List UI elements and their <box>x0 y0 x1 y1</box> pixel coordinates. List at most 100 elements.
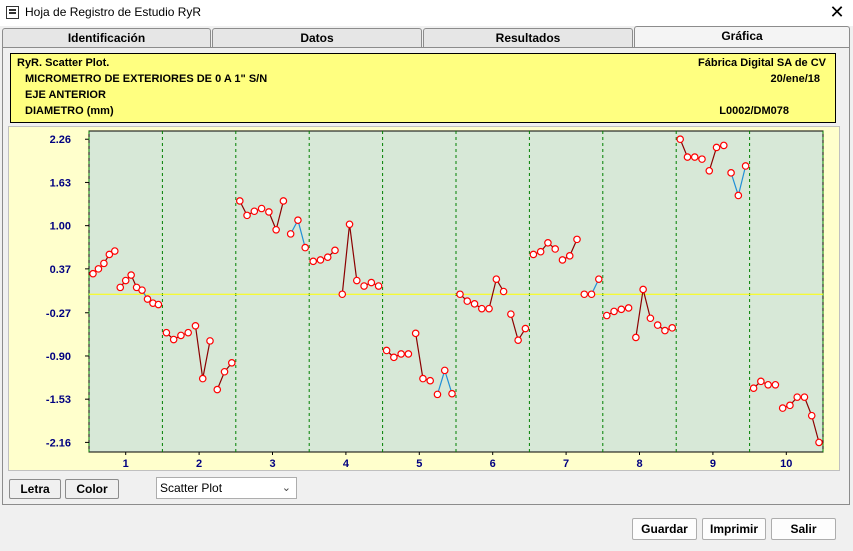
data-point <box>800 393 809 401</box>
part-name: EJE ANTERIOR <box>25 89 106 101</box>
company-name: Fábrica Digital SA de CV <box>698 57 826 69</box>
data-point <box>121 276 130 285</box>
series-line <box>239 200 262 217</box>
data-point <box>499 287 508 296</box>
data-point <box>309 257 318 266</box>
data-point <box>279 197 288 205</box>
chart-area: 2.26 1.63 1.00 0.37 -0.27 -0.90 -1.53 -2.16 1 2 3 4… <box>8 126 840 471</box>
data-point <box>536 247 545 256</box>
data-point <box>397 350 405 358</box>
data-point <box>741 162 750 170</box>
y-tick-label: -0.90 <box>46 351 71 363</box>
data-point <box>653 321 662 329</box>
data-point <box>661 326 669 335</box>
data-point <box>213 385 222 394</box>
x-tick-label: 7 <box>563 458 569 470</box>
plot-type-select[interactable]: Scatter Plot ⌄ <box>156 477 297 499</box>
salir-button[interactable]: Salir <box>771 518 836 540</box>
data-point <box>138 286 146 294</box>
data-point <box>89 269 97 278</box>
data-point <box>162 328 171 337</box>
instrument-label: MICROMETRO DE EXTERIORES DE 0 A 1" S/N <box>25 73 268 85</box>
data-point <box>169 335 178 344</box>
y-tick-label: 2.26 <box>50 134 71 146</box>
data-point <box>426 376 435 385</box>
tab-identificacion[interactable]: Identificación <box>2 28 211 48</box>
data-point <box>411 329 420 338</box>
plot-background <box>88 130 824 453</box>
plot-type-value: Scatter Plot <box>160 481 223 495</box>
data-point <box>807 411 816 420</box>
guardar-button[interactable]: Guardar <box>632 518 697 540</box>
tab-resultados[interactable]: Resultados <box>423 28 633 48</box>
characteristic-label: DIAMETRO (mm) <box>25 105 114 117</box>
x-tick-label: 8 <box>636 458 642 470</box>
series-line <box>459 293 483 310</box>
data-point <box>764 380 772 389</box>
data-point <box>433 390 442 399</box>
data-point <box>734 191 743 200</box>
data-point <box>440 366 449 375</box>
document-icon <box>6 6 19 19</box>
tab-datos[interactable]: Datos <box>212 28 422 48</box>
data-point <box>676 135 685 144</box>
y-tick-label: -0.27 <box>46 308 71 320</box>
color-button[interactable]: Color <box>65 479 119 499</box>
data-point <box>778 404 787 412</box>
series-line <box>119 273 138 288</box>
data-point <box>177 331 185 340</box>
data-point <box>265 208 273 216</box>
data-point <box>712 143 721 152</box>
y-tick-label: 1.00 <box>50 221 71 233</box>
data-point <box>558 256 567 264</box>
data-point <box>184 328 193 337</box>
x-tick-label: 5 <box>416 458 422 470</box>
close-icon[interactable]: ✕ <box>829 2 845 22</box>
data-point <box>105 250 114 259</box>
chart-title: RyR. Scatter Plot. <box>17 57 110 69</box>
data-point <box>360 282 368 290</box>
data-point <box>485 304 493 313</box>
data-point <box>815 438 823 447</box>
data-point <box>749 384 758 393</box>
data-point <box>191 321 200 330</box>
data-point <box>228 359 236 367</box>
x-tick-label: 4 <box>343 458 350 470</box>
data-point <box>154 300 163 309</box>
window-title: Hoja de Registro de Estudio RyR <box>25 5 202 19</box>
data-point <box>757 377 765 386</box>
data-point <box>220 367 229 376</box>
tab-grafica[interactable]: Gráfica <box>634 26 850 48</box>
letra-button[interactable]: Letra <box>9 479 61 499</box>
y-tick-label: 1.63 <box>50 177 71 189</box>
data-point <box>463 297 472 305</box>
chevron-down-icon: ⌄ <box>281 482 291 494</box>
data-point <box>390 353 398 362</box>
data-point <box>617 305 626 314</box>
data-point <box>127 271 135 279</box>
series-line <box>165 332 189 341</box>
y-tick-label: -2.16 <box>46 437 71 449</box>
data-point <box>404 350 413 358</box>
data-point <box>94 265 103 273</box>
data-point <box>143 295 152 303</box>
data-point <box>521 324 530 333</box>
data-point <box>250 207 259 216</box>
data-point <box>793 393 802 401</box>
data-point <box>551 245 560 253</box>
data-point <box>514 336 522 344</box>
x-tick-label: 3 <box>269 458 275 470</box>
y-tick-label: 0.37 <box>50 264 71 276</box>
imprimir-button[interactable]: Imprimir <box>702 518 766 540</box>
series-line <box>533 241 556 256</box>
scatter-plot: 2.26 1.63 1.00 0.37 -0.27 -0.90 -1.53 -2.16 1 2 3 4… <box>46 130 824 470</box>
data-point <box>610 307 618 316</box>
data-point <box>374 282 383 290</box>
data-point <box>382 346 391 355</box>
data-point <box>492 275 501 283</box>
x-tick-label: 9 <box>710 458 716 470</box>
data-point <box>456 290 464 299</box>
data-point <box>236 197 244 205</box>
data-point <box>198 374 207 383</box>
data-point <box>272 225 280 234</box>
